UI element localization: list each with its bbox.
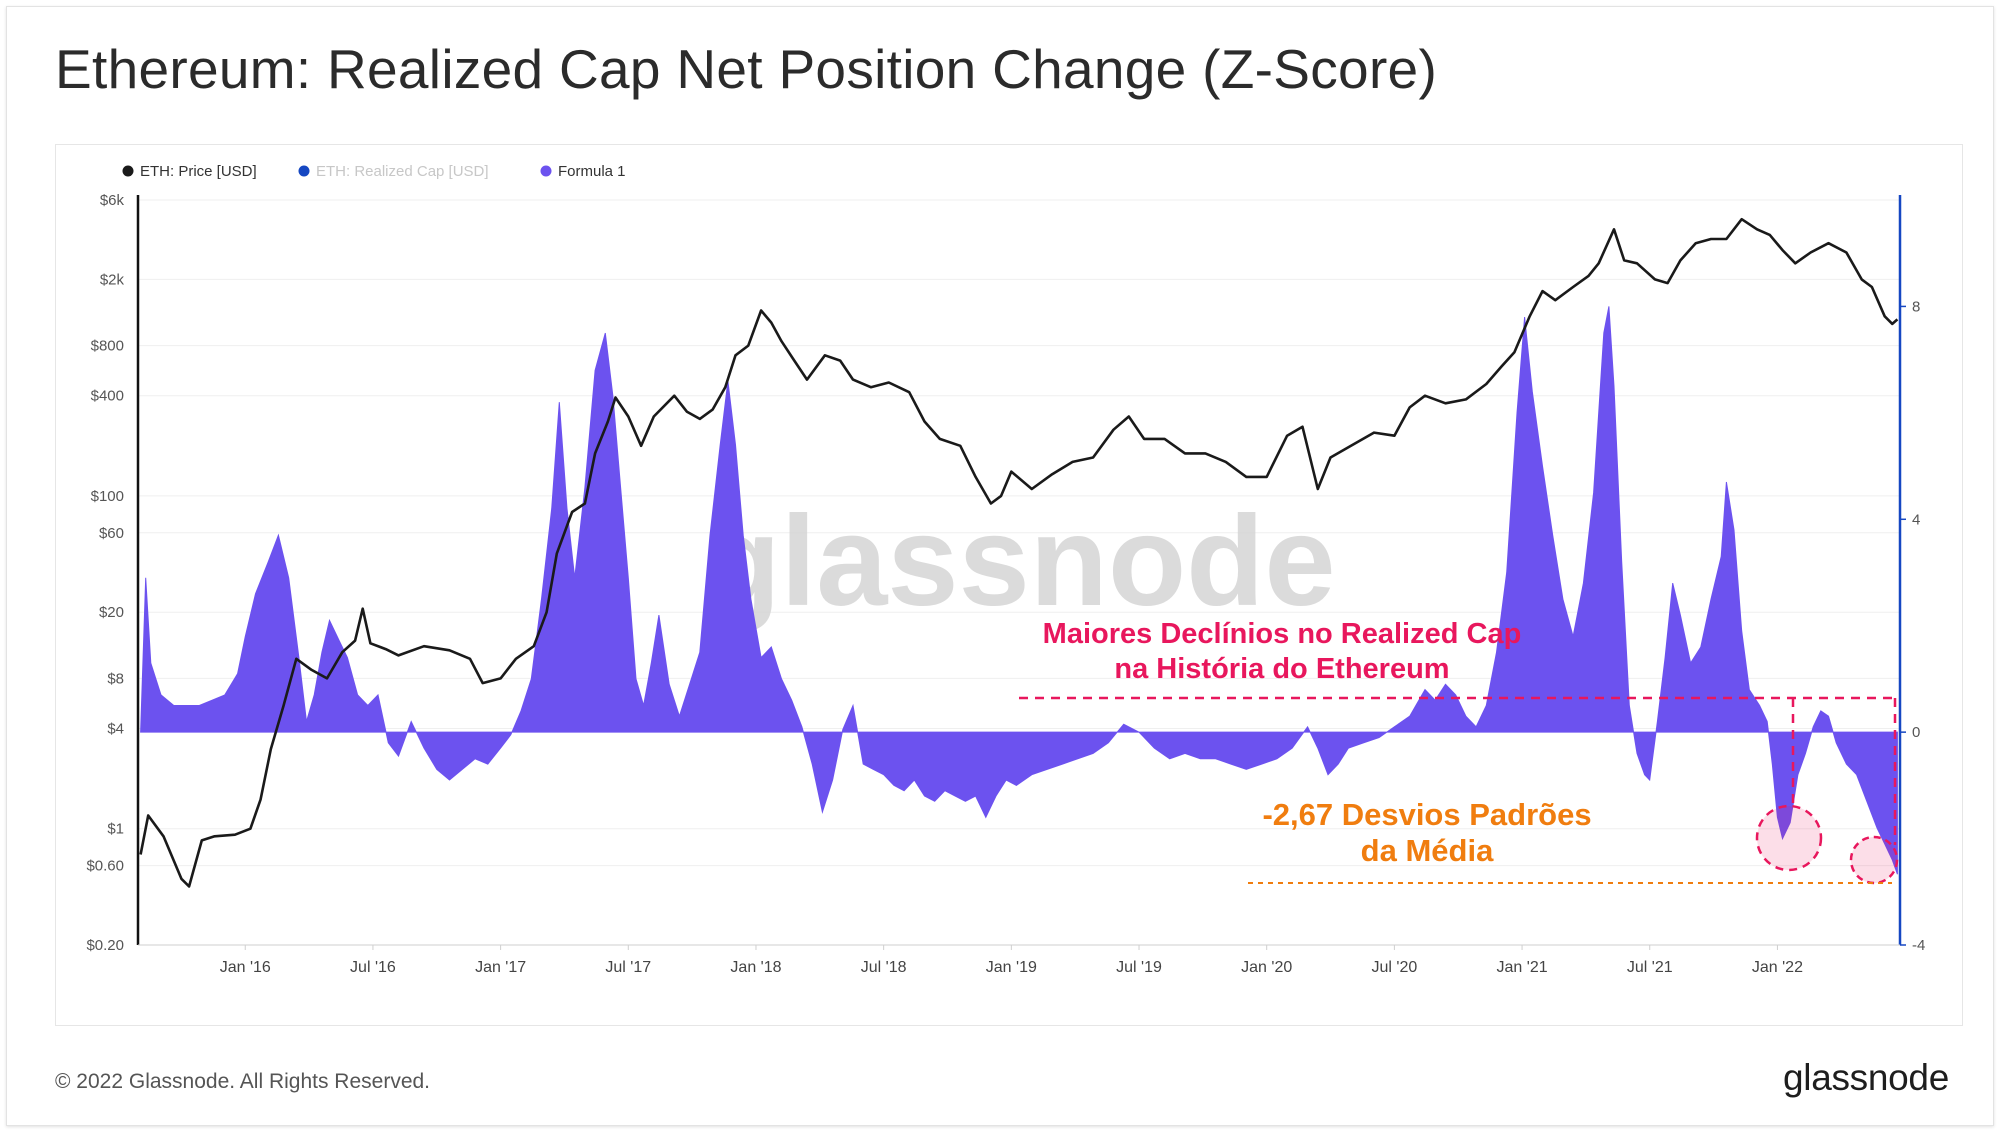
annotation-declines-line2: na História do Ethereum (1114, 653, 1449, 685)
formula-1-area (140, 306, 1898, 875)
x-tick-label: Jan '21 (1497, 959, 1548, 976)
y-right-tick-label: 4 (1912, 511, 1920, 528)
x-tick-label: Jul '20 (1372, 959, 1418, 976)
watermark-text: glassnode (702, 490, 1335, 633)
legend-dot (540, 165, 552, 177)
y-right-tick-label: 0 (1912, 724, 1920, 741)
x-tick-label: Jan '17 (475, 959, 526, 976)
x-tick-label: Jul '16 (350, 959, 396, 976)
chart-panel: glassnode $6k $2k $800 $400 $100 $60 $20 $8 $4 $1 $… (55, 144, 1963, 1026)
annotation-stddev-line2: da Média (1361, 833, 1494, 868)
y-left-tick-label: $100 (91, 488, 124, 505)
latest-highlight-circle (1849, 835, 1899, 885)
chart-svg: glassnode $6k $2k $800 $400 $100 $60 $20 $8 $4 $1 $… (86, 163, 1925, 976)
y-left-tick-label: $0.60 (86, 858, 124, 875)
x-tick-label: Jan '20 (1241, 959, 1292, 976)
x-tick-label: Jan '22 (1752, 959, 1803, 976)
legend-item: Formula 1 (540, 163, 626, 180)
minimum-highlight-circle (1755, 804, 1823, 872)
y-right-tick-label: -4 (1912, 937, 1925, 954)
page-title: Ethereum: Realized Cap Net Position Chan… (55, 38, 1438, 100)
legend-label: ETH: Realized Cap [USD] (316, 163, 489, 180)
y-left-tick-label: $400 (91, 388, 124, 405)
x-tick-label: Jul '19 (1116, 959, 1162, 976)
y-left-tick-label: $20 (99, 604, 124, 621)
y-left-tick-label: $60 (99, 525, 124, 542)
copyright-text: © 2022 Glassnode. All Rights Reserved. (55, 1070, 431, 1093)
glassnode-logo[interactable]: glassnode (1783, 1057, 1949, 1098)
eth-price-line (139, 217, 1899, 888)
x-tick-label: Jan '19 (986, 959, 1037, 976)
legend-dot (298, 165, 310, 177)
x-tick-label: Jul '17 (605, 959, 651, 976)
y-right-tick-label: 8 (1912, 298, 1920, 315)
y-left-tick-label: $1 (107, 821, 124, 838)
legend-label: Formula 1 (558, 163, 626, 180)
legend-item: ETH: Realized Cap [USD] (298, 163, 489, 180)
y-left-tick-label: $2k (100, 271, 125, 288)
y-left-tick-label: $4 (107, 721, 124, 738)
legend-item: ETH: Price [USD] (122, 163, 257, 180)
annotation-stddev-line1: -2,67 Desvios Padrões (1262, 797, 1591, 832)
y-left-tick-label: $6k (100, 192, 125, 209)
x-tick-label: Jan '18 (730, 959, 781, 976)
annotation-declines-line1: Maiores Declínios no Realized Cap (1043, 618, 1522, 650)
y-left-tick-label: $800 (91, 338, 124, 355)
x-tick-label: Jan '16 (220, 959, 271, 976)
x-tick-label: Jul '18 (861, 959, 907, 976)
legend-label: ETH: Price [USD] (140, 163, 257, 180)
chart-card: Ethereum: Realized Cap Net Position Chan… (6, 6, 1994, 1126)
x-tick-label: Jul '21 (1627, 959, 1673, 976)
legend-dot (122, 165, 134, 177)
y-left-tick-label: $8 (107, 670, 124, 687)
y-left-tick-label: $0.20 (86, 937, 124, 954)
